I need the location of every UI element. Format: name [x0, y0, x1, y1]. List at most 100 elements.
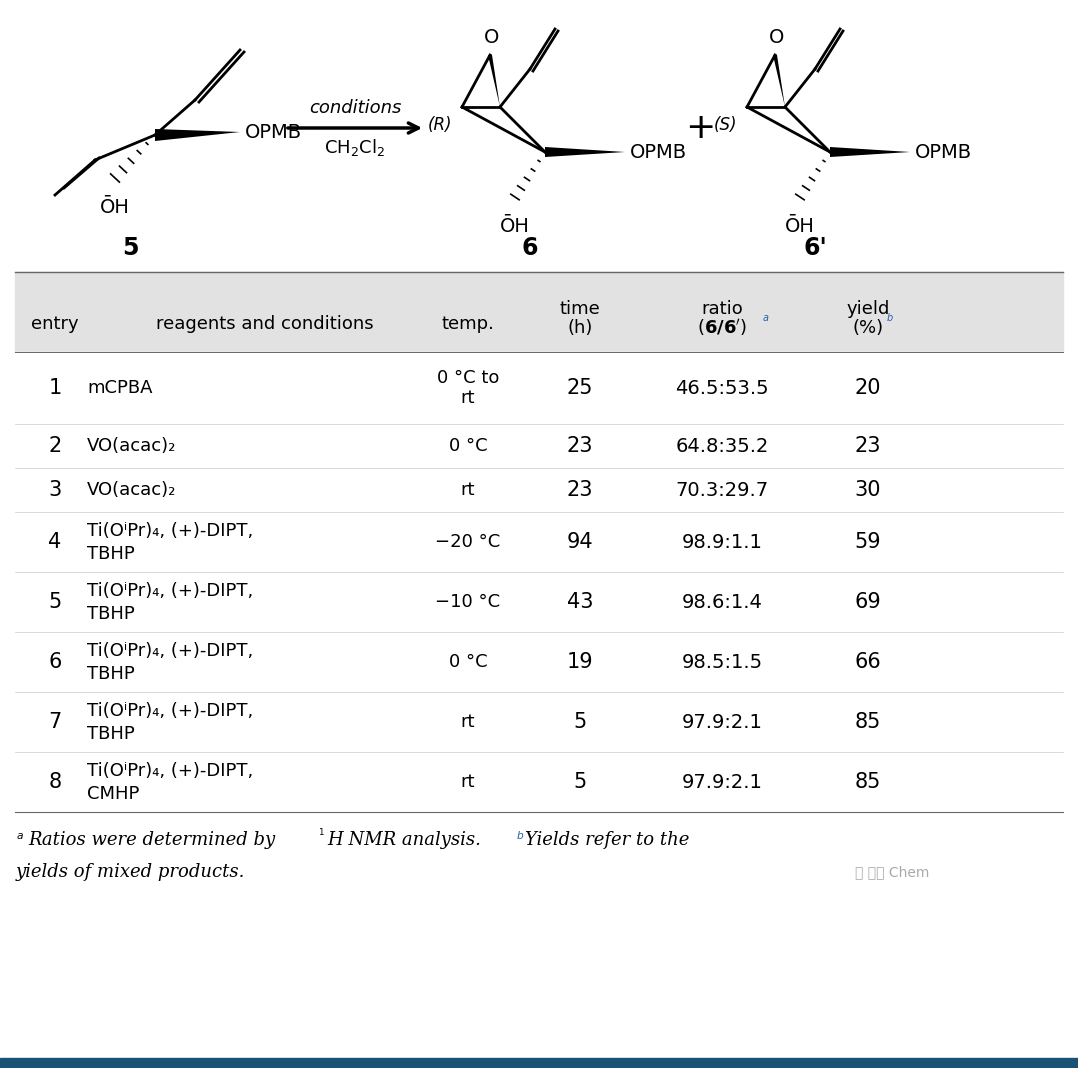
Text: 6: 6	[49, 651, 61, 672]
Text: 0 °C to: 0 °C to	[437, 370, 499, 387]
Text: 1: 1	[49, 378, 61, 398]
Text: 8: 8	[49, 772, 61, 792]
Text: O: O	[484, 28, 500, 47]
Bar	[15, 632, 1063, 692]
Bar	[15, 424, 1063, 468]
Text: yield: yield	[846, 300, 889, 318]
Text: 0 °C: 0 °C	[448, 653, 487, 671]
Text: 6: 6	[522, 236, 538, 260]
Text: ŌH: ŌH	[500, 217, 530, 236]
Text: 6': 6'	[803, 236, 827, 260]
Text: $^{a}$: $^{a}$	[16, 832, 24, 848]
Text: TBHP: TBHP	[87, 725, 135, 743]
Text: 5: 5	[573, 772, 586, 792]
Text: temp.: temp.	[442, 315, 495, 333]
Bar	[15, 272, 1063, 352]
Polygon shape	[545, 147, 625, 157]
Text: Ti(OⁱPr)₄, (+)-DIPT,: Ti(OⁱPr)₄, (+)-DIPT,	[87, 522, 253, 540]
Text: ŌH: ŌH	[785, 217, 815, 236]
Text: $^{b}$: $^{b}$	[886, 313, 894, 327]
Text: CMHP: CMHP	[87, 785, 139, 803]
Bar	[15, 752, 1063, 812]
Text: OPMB: OPMB	[915, 142, 972, 161]
Polygon shape	[830, 147, 910, 157]
Text: +: +	[685, 111, 715, 145]
Text: 23: 23	[567, 436, 593, 456]
Text: 4: 4	[49, 532, 61, 552]
Polygon shape	[773, 54, 785, 107]
Text: 5: 5	[122, 236, 138, 260]
Text: OPMB: OPMB	[630, 142, 687, 161]
Text: (%): (%)	[853, 319, 884, 337]
Polygon shape	[155, 129, 240, 141]
Text: 23: 23	[567, 480, 593, 500]
Text: 7: 7	[49, 712, 61, 732]
Polygon shape	[488, 54, 500, 107]
Text: 70.3:29.7: 70.3:29.7	[676, 481, 769, 500]
Text: −20 °C: −20 °C	[436, 533, 500, 551]
Text: 98.9:1.1: 98.9:1.1	[681, 533, 762, 551]
Text: Ti(OⁱPr)₄, (+)-DIPT,: Ti(OⁱPr)₄, (+)-DIPT,	[87, 702, 253, 720]
Text: Ratios were determined by: Ratios were determined by	[28, 831, 281, 849]
Bar	[0, 0, 1078, 272]
Text: Yields refer to the: Yields refer to the	[525, 831, 689, 849]
Text: 5: 5	[573, 712, 586, 732]
Bar	[15, 692, 1063, 752]
Bar	[15, 468, 1063, 512]
Text: 64.8:35.2: 64.8:35.2	[675, 437, 769, 455]
Text: rt: rt	[460, 389, 475, 407]
Text: 98.6:1.4: 98.6:1.4	[681, 593, 762, 612]
Text: 25: 25	[567, 378, 593, 398]
Text: time: time	[559, 300, 600, 318]
Text: conditions: conditions	[308, 99, 401, 117]
Text: 66: 66	[855, 651, 882, 672]
Text: TBHP: TBHP	[87, 604, 135, 623]
Text: TBHP: TBHP	[87, 665, 135, 684]
Text: 46.5:53.5: 46.5:53.5	[675, 378, 769, 397]
Text: TBHP: TBHP	[87, 545, 135, 563]
Text: 🔋 化解 Chem: 🔋 化解 Chem	[855, 865, 929, 879]
Text: 85: 85	[855, 712, 881, 732]
Text: VO(acac)₂: VO(acac)₂	[87, 481, 177, 499]
Text: (S): (S)	[714, 116, 737, 134]
Text: rt: rt	[460, 481, 475, 499]
Text: −10 °C: −10 °C	[436, 593, 500, 611]
Text: ŌH: ŌH	[100, 198, 130, 217]
Text: Ti(OⁱPr)₄, (+)-DIPT,: Ti(OⁱPr)₄, (+)-DIPT,	[87, 761, 253, 780]
Bar	[15, 352, 1063, 424]
Text: 94: 94	[567, 532, 593, 552]
Text: mCPBA: mCPBA	[87, 379, 152, 397]
Text: 69: 69	[855, 592, 882, 612]
Text: 23: 23	[855, 436, 881, 456]
Text: 30: 30	[855, 480, 881, 500]
Text: 2: 2	[49, 436, 61, 456]
Text: 97.9:2.1: 97.9:2.1	[681, 772, 762, 791]
Text: Ti(OⁱPr)₄, (+)-DIPT,: Ti(OⁱPr)₄, (+)-DIPT,	[87, 582, 253, 600]
Text: 19: 19	[567, 651, 593, 672]
Text: 20: 20	[855, 378, 881, 398]
Text: yields of mixed products.: yields of mixed products.	[16, 863, 246, 881]
Bar	[0, 1058, 1078, 1068]
Text: O: O	[770, 28, 785, 47]
Text: (R): (R)	[428, 116, 452, 134]
Text: 43: 43	[567, 592, 593, 612]
Text: $^{1}$: $^{1}$	[318, 829, 324, 842]
Text: 59: 59	[855, 532, 882, 552]
Text: $^{b}$: $^{b}$	[507, 831, 525, 849]
Text: Ti(OⁱPr)₄, (+)-DIPT,: Ti(OⁱPr)₄, (+)-DIPT,	[87, 642, 253, 660]
Bar	[15, 512, 1063, 572]
Text: VO(acac)₂: VO(acac)₂	[87, 437, 177, 455]
Bar	[15, 572, 1063, 632]
Text: 5: 5	[49, 592, 61, 612]
Text: OPMB: OPMB	[245, 123, 302, 141]
Text: 85: 85	[855, 772, 881, 792]
Text: H NMR analysis.: H NMR analysis.	[327, 831, 481, 849]
Text: 97.9:2.1: 97.9:2.1	[681, 712, 762, 732]
Text: entry: entry	[31, 315, 79, 333]
Text: 3: 3	[49, 480, 61, 500]
Text: rt: rt	[460, 773, 475, 791]
Text: 0 °C: 0 °C	[448, 437, 487, 455]
Text: $^{a}$: $^{a}$	[762, 313, 770, 327]
Text: (h): (h)	[567, 319, 593, 337]
Text: ratio: ratio	[701, 300, 743, 318]
